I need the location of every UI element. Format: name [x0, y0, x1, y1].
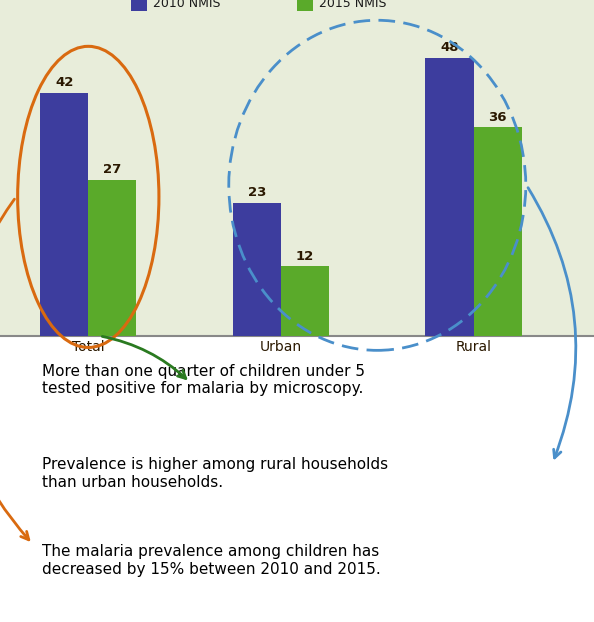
Text: 27: 27 [103, 163, 122, 176]
Bar [425, 58, 473, 336]
Text: The malaria prevalence among children has
decreased by 15% between 2010 and 2015: The malaria prevalence among children ha… [42, 544, 380, 577]
Bar [473, 128, 522, 336]
Text: More than one quarter of children under 5
tested positive for malaria by microsc: More than one quarter of children under … [42, 364, 365, 396]
Bar [40, 93, 89, 336]
Text: 36: 36 [488, 111, 507, 124]
Text: 2010 NMIS: 2010 NMIS [153, 0, 220, 10]
Bar [233, 203, 281, 336]
Text: 12: 12 [296, 250, 314, 263]
Text: 42: 42 [55, 76, 74, 89]
Text: 48: 48 [440, 42, 459, 55]
Bar [281, 266, 329, 336]
Text: Prevalence is higher among rural households
than urban households.: Prevalence is higher among rural househo… [42, 457, 388, 490]
FancyBboxPatch shape [297, 0, 313, 11]
FancyBboxPatch shape [131, 0, 147, 11]
Text: 2015 NMIS: 2015 NMIS [319, 0, 387, 10]
Text: 23: 23 [248, 186, 266, 199]
Bar [89, 180, 137, 336]
